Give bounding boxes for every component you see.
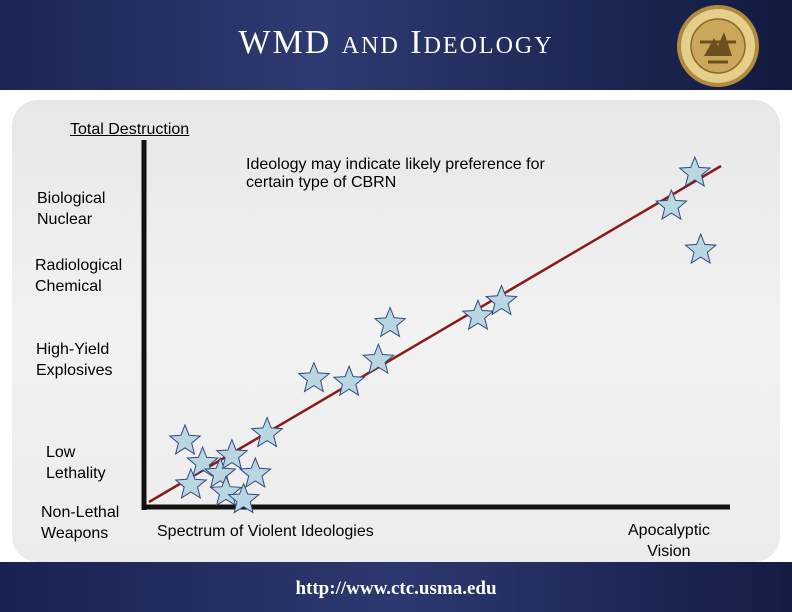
footer-bar: http://www.ctc.usma.edu [0, 562, 792, 612]
level-line: Non-Lethal [41, 504, 120, 521]
level-line: Weapons [41, 525, 109, 542]
star-icon [678, 155, 712, 188]
star-icon [373, 306, 407, 338]
star-icon [461, 298, 495, 331]
level-line: Biological [37, 190, 106, 207]
end-label-line: Vision [647, 543, 691, 560]
x-axis-label: Spectrum of Violent Ideologies [157, 523, 374, 540]
level-high-yield-explosives: High-Yield Explosives [36, 339, 112, 381]
level-line: High-Yield [36, 341, 110, 358]
star-icon [250, 416, 284, 448]
level-line: Explosives [36, 362, 113, 379]
star-icon [203, 456, 237, 488]
level-line: Lethality [46, 465, 106, 482]
star-icon [174, 467, 208, 499]
star-icon [209, 474, 243, 507]
x-axis-end-label: Apocalyptic Vision [628, 520, 710, 562]
star-icon [227, 482, 261, 514]
header-bar: WMD and Ideology [0, 0, 792, 90]
annotation-line: Ideology may indicate likely preference … [246, 156, 545, 173]
star-icon [361, 342, 395, 375]
level-line: Low [46, 444, 76, 461]
end-label-line: Apocalyptic [628, 522, 710, 539]
level-non-lethal-weapons: Non-Lethal Weapons [41, 502, 119, 544]
page-title: WMD and Ideology [238, 24, 554, 61]
level-biological-nuclear: Biological Nuclear [37, 188, 105, 230]
level-radiological-chemical: Radiological Chemical [35, 255, 122, 297]
star-icon [484, 284, 518, 316]
annotation-text: Ideology may indicate likely preference … [246, 156, 545, 192]
level-line: Chemical [35, 278, 102, 295]
seal-emblem-icon [677, 5, 759, 87]
star-icon [684, 232, 718, 265]
level-low-lethality: Low Lethality [46, 442, 106, 484]
y-axis-top-label: Total Destruction [70, 121, 190, 138]
star-icon [238, 456, 272, 488]
annotation-line: certain type of CBRN [246, 174, 397, 191]
star-icon [297, 361, 331, 393]
star-icon [186, 445, 220, 477]
star-icon [168, 423, 202, 456]
star-markers [168, 155, 718, 514]
level-line: Radiological [35, 257, 123, 274]
star-icon [215, 438, 249, 470]
level-line: Nuclear [37, 211, 93, 228]
trend-line [148, 164, 722, 504]
star-icon [332, 364, 366, 397]
footer-url: http://www.ctc.usma.edu [295, 578, 497, 599]
star-icon [654, 188, 688, 221]
